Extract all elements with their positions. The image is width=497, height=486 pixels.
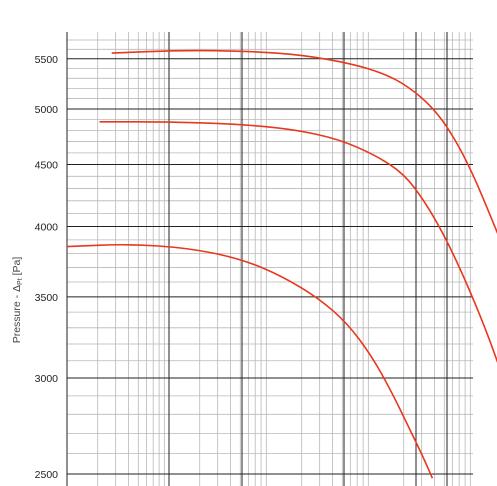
y-tick-label: 3500	[35, 292, 59, 304]
y-axis-label-text: Pressure - Δ	[11, 285, 23, 343]
y-tick-label: 5500	[35, 54, 59, 66]
y-tick-label: 4500	[35, 159, 59, 171]
performance-curve-3	[67, 243, 434, 479]
y-axis-label-unit: [Pa]	[11, 257, 23, 276]
y-axis-label-subscript: Pt	[17, 278, 24, 285]
y-tick-label: 3000	[35, 373, 59, 385]
y-tick-label: 4000	[35, 222, 59, 234]
major-gridlines	[66, 32, 473, 486]
y-axis-label: Pressure - ΔPt [Pa]	[11, 257, 24, 344]
y-tick-label: 5000	[35, 104, 59, 116]
y-axis-tick-labels: 2500 3000 3500 4000 4500 5000 5500	[35, 54, 59, 481]
y-tick-label: 2500	[35, 469, 59, 481]
performance-curve-1	[111, 49, 497, 234]
performance-curves	[67, 49, 497, 479]
minor-gridlines	[67, 32, 473, 486]
performance-curve-2	[99, 121, 497, 364]
